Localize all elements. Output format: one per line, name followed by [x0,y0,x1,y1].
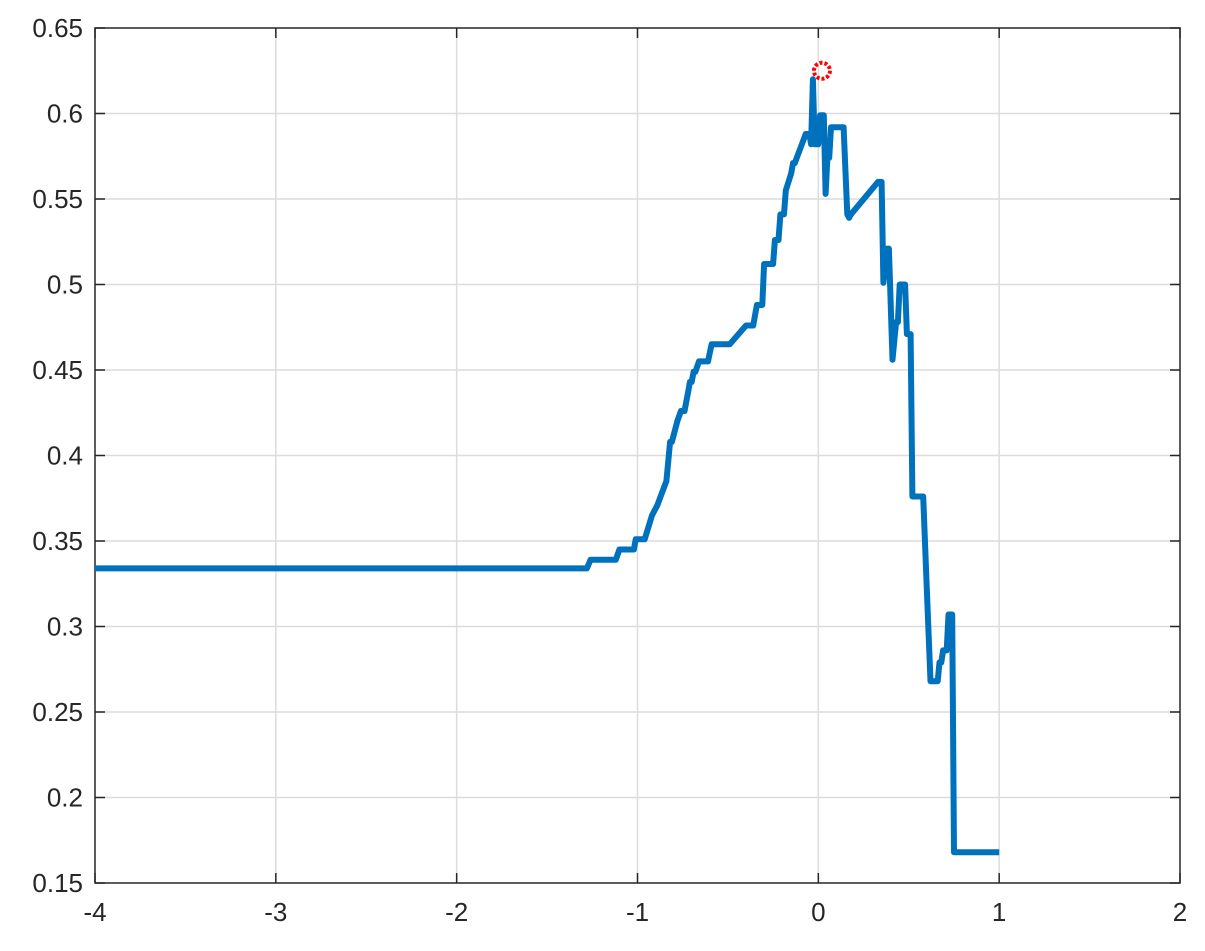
series-layer [95,76,1001,856]
y-tick-label: 0.6 [47,99,83,129]
marker-layer [811,60,832,81]
y-tick-label: 0.65 [32,13,83,43]
max-point-marker [811,60,832,81]
y-tick-label: 0.15 [32,868,83,898]
y-tick-label: 0.4 [47,441,83,471]
x-tick-label: 1 [992,897,1006,927]
y-tick-label: 0.25 [32,697,83,727]
grid [95,28,1180,883]
x-tick-label: 2 [1173,897,1187,927]
y-tick-label: 0.3 [47,612,83,642]
y-axis-tick-labels: 0.15 0.2 0.25 0.3 0.35 0.4 0.45 0.5 0.55 0.6 0.65 [32,13,83,898]
series-line [95,76,1001,856]
y-tick-label: 0.45 [32,355,83,385]
y-tick-label: 0.5 [47,270,83,300]
x-axis-tick-labels: -4 -3 -2 -1 0 1 2 [83,897,1187,927]
y-tick-label: 0.2 [47,783,83,813]
x-tick-label: -1 [626,897,649,927]
x-tick-label: -3 [264,897,287,927]
axis-ticks [94,27,1181,884]
y-tick-label: 0.55 [32,184,83,214]
y-tick-label: 0.35 [32,526,83,556]
x-tick-label: 0 [811,897,825,927]
x-tick-label: -4 [83,897,106,927]
x-tick-label: -2 [445,897,468,927]
